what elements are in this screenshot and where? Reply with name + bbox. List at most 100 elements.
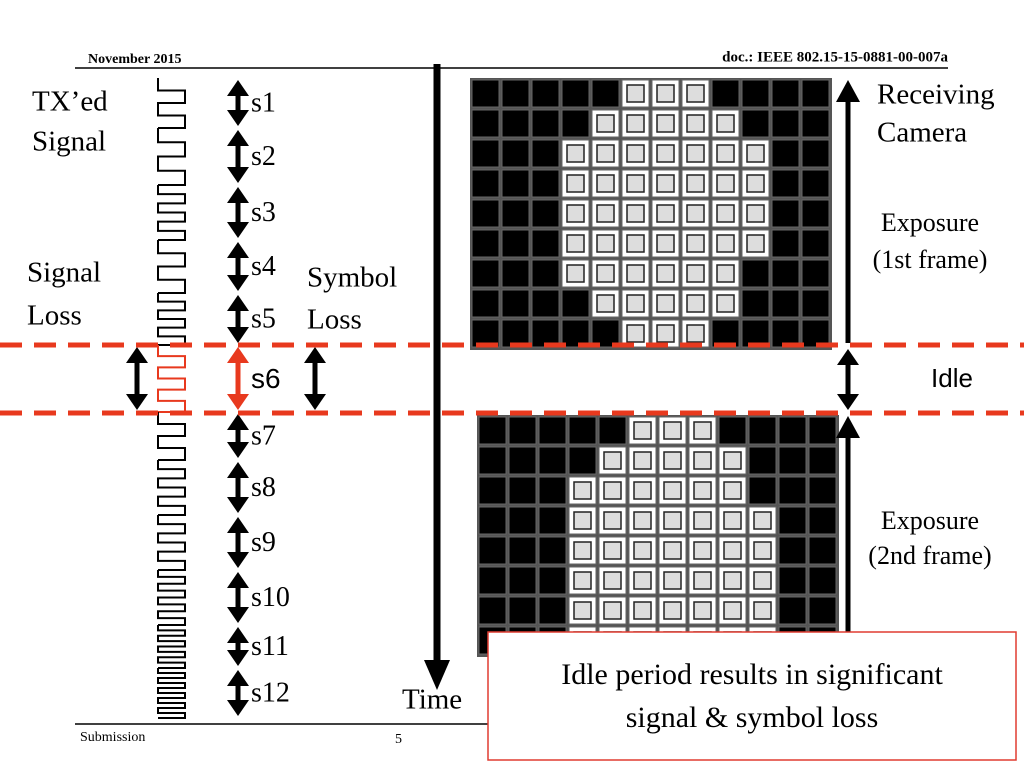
pixel-inner <box>596 234 615 253</box>
callout-text: Idle period results in significant <box>561 658 943 691</box>
signal-loss-arrow-head <box>126 394 148 410</box>
header-doc: doc.: IEEE 802.15-15-0881-00-007a <box>722 49 948 65</box>
pixel <box>711 79 740 108</box>
symbol-label: s12 <box>251 677 290 708</box>
pixel <box>778 506 807 535</box>
symbol-arrow-head <box>227 394 249 410</box>
pixel-inner <box>603 541 622 560</box>
pixel-inner <box>716 204 735 223</box>
tx-waveform <box>157 185 186 241</box>
pixel-inner <box>626 234 645 253</box>
pixel-inner <box>663 601 682 620</box>
pixel <box>561 289 590 318</box>
callout-box <box>487 631 1017 761</box>
pixel <box>471 139 500 168</box>
pixel-inner <box>663 511 682 530</box>
pixel-inner <box>596 144 615 163</box>
pixel-inner <box>693 421 712 440</box>
symbol-arrow-head <box>227 347 249 363</box>
pixel <box>741 109 770 138</box>
pixel-inner <box>596 204 615 223</box>
pixel-inner <box>566 144 585 163</box>
symbol-loss-arrow-head <box>304 394 326 410</box>
pixel-inner <box>633 541 652 560</box>
pixel-inner <box>596 114 615 133</box>
tx-waveform <box>157 240 186 294</box>
pixel <box>771 79 800 108</box>
symbol-arrow-head <box>227 295 249 311</box>
pixel-inner <box>626 204 645 223</box>
pixel-inner <box>633 601 652 620</box>
pixel <box>778 566 807 595</box>
pixel <box>501 109 530 138</box>
symbol-label: s8 <box>251 472 276 503</box>
symbol-label: s6 <box>251 363 281 394</box>
pixel-inner <box>566 174 585 193</box>
pixel <box>501 139 530 168</box>
pixel-inner <box>566 234 585 253</box>
pixel <box>778 416 807 445</box>
symbol-label: s2 <box>251 141 276 172</box>
pixel <box>801 199 830 228</box>
pixel <box>531 199 560 228</box>
pixel-inner <box>596 294 615 313</box>
pixel <box>531 259 560 288</box>
pixel <box>801 259 830 288</box>
pixel <box>538 536 567 565</box>
symbol-arrow-head <box>227 327 249 343</box>
pixel <box>801 79 830 108</box>
pixel <box>778 536 807 565</box>
pixel-inner <box>656 144 675 163</box>
symbol-loss-arrow-head <box>304 347 326 363</box>
pixel <box>778 596 807 625</box>
pixel-inner <box>603 511 622 530</box>
pixel <box>538 476 567 505</box>
pixel <box>568 446 597 475</box>
symbol-arrow-head <box>227 650 249 666</box>
pixel <box>508 446 537 475</box>
symbol-label: s5 <box>251 303 276 334</box>
callout-text: signal & symbol loss <box>626 701 879 734</box>
symbol-arrow-head <box>227 414 249 430</box>
tx-waveform <box>157 570 186 626</box>
symbol-loss-label: Loss <box>307 304 362 336</box>
pixel-inner <box>753 541 772 560</box>
pixel-inner <box>693 541 712 560</box>
pixel-inner <box>723 601 742 620</box>
pixel <box>478 596 507 625</box>
idle-arrow-head <box>837 349 859 365</box>
pixel-inner <box>633 481 652 500</box>
symbol-arrow-head <box>227 517 249 533</box>
pixel <box>741 79 770 108</box>
pixel-inner <box>716 294 735 313</box>
tx-waveform <box>157 515 186 571</box>
exposure-arrow-head <box>836 80 860 102</box>
pixel-inner <box>663 451 682 470</box>
pixel-inner <box>596 264 615 283</box>
pixel <box>501 79 530 108</box>
pixel <box>771 109 800 138</box>
pixel-inner <box>626 174 645 193</box>
pixel-inner <box>573 481 592 500</box>
pixel <box>771 199 800 228</box>
pixel-inner <box>656 234 675 253</box>
signal-loss-label: Signal <box>27 257 101 289</box>
pixel-inner <box>626 144 645 163</box>
pixel-inner <box>566 204 585 223</box>
tx-waveform <box>157 625 186 669</box>
pixel <box>748 416 777 445</box>
pixel <box>471 229 500 258</box>
symbol-arrow-head <box>227 607 249 623</box>
pixel <box>501 229 530 258</box>
pixel <box>538 566 567 595</box>
pixel-inner <box>723 481 742 500</box>
pixel-inner <box>693 451 712 470</box>
symbol-arrow-head <box>227 627 249 643</box>
pixel <box>771 259 800 288</box>
pixel <box>478 506 507 535</box>
pixel-inner <box>686 324 705 343</box>
pixel <box>778 446 807 475</box>
pixel-inner <box>656 174 675 193</box>
symbol-arrow-head <box>227 462 249 478</box>
header-date: November 2015 <box>88 52 181 67</box>
